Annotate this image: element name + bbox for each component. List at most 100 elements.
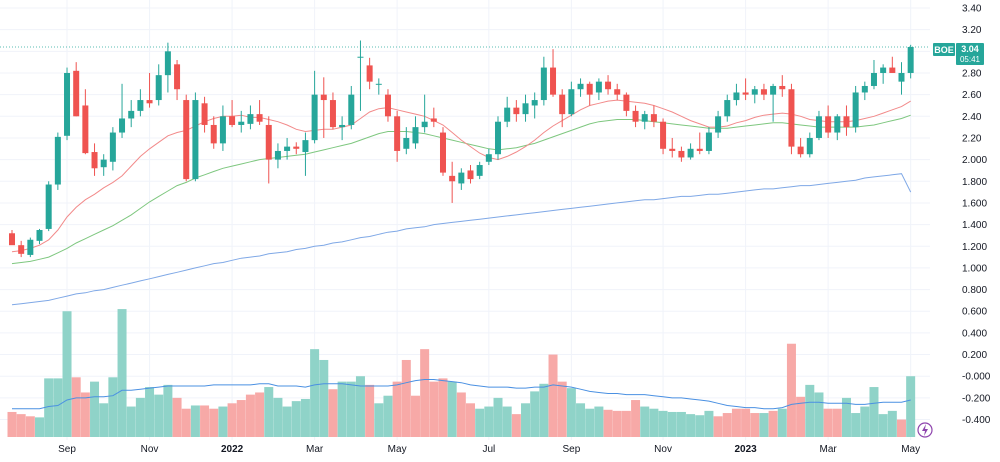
- candle-body: [550, 67, 557, 95]
- volume-bar: [548, 354, 558, 437]
- candle-body: [302, 140, 309, 153]
- x-tick-label: Sep: [562, 444, 580, 455]
- y-tick-label: -0.200: [962, 393, 991, 404]
- volume-bar: [337, 381, 347, 437]
- volume-bar: [355, 376, 365, 437]
- volume-bar: [456, 392, 466, 437]
- volume-bar: [310, 349, 320, 437]
- volume-bar: [640, 406, 650, 437]
- candle-body: [293, 146, 300, 149]
- candle-body: [357, 56, 364, 58]
- volume-bar: [686, 414, 696, 437]
- volume-bar: [649, 408, 659, 437]
- candle: [27, 237, 34, 258]
- y-tick-label: 0.400: [962, 328, 987, 339]
- candle: [678, 146, 685, 162]
- volume-bar: [420, 349, 430, 437]
- candle-body: [861, 85, 868, 93]
- moving-averages: [11, 99, 912, 410]
- candle-body: [495, 121, 502, 155]
- candle: [577, 78, 584, 97]
- candle-body: [247, 114, 254, 124]
- candle: [605, 75, 612, 95]
- candle: [907, 44, 914, 79]
- volume-bar: [374, 403, 384, 437]
- y-tick-label: 3.40: [962, 4, 982, 15]
- volume-bar: [502, 406, 512, 437]
- x-tick-label: May: [901, 444, 920, 455]
- y-tick-label: 0.600: [962, 307, 987, 318]
- candle: [559, 89, 566, 128]
- candle-body: [82, 105, 89, 154]
- volume-bar: [530, 391, 540, 437]
- candle-body: [155, 75, 162, 101]
- y-tick-label: 2.000: [962, 155, 987, 166]
- candle-body: [779, 85, 786, 90]
- candle: [109, 127, 116, 171]
- volume-bar: [438, 378, 448, 437]
- candle-body: [504, 107, 511, 122]
- candle: [174, 59, 181, 101]
- y-tick-label: 0.800: [962, 285, 987, 296]
- candle-body: [605, 81, 612, 90]
- candle-body: [522, 103, 529, 115]
- y-tick-label: 2.40: [962, 112, 982, 123]
- candle-body: [320, 94, 327, 101]
- candle-body: [678, 150, 685, 158]
- candle-body: [880, 67, 887, 73]
- volume-bar: [300, 398, 310, 437]
- candle: [550, 49, 557, 97]
- candle: [45, 181, 52, 232]
- candle-body: [284, 146, 291, 151]
- candle-body: [9, 233, 15, 246]
- candle: [329, 92, 336, 130]
- candle-body: [54, 136, 61, 185]
- ma-slow-line: [11, 173, 912, 306]
- candle-body: [540, 67, 547, 101]
- overlay: BOE 3.04 05:41: [0, 43, 984, 438]
- candle: [568, 81, 575, 117]
- candle: [293, 142, 300, 155]
- volume-bar: [869, 387, 879, 437]
- volume-bar: [851, 413, 861, 437]
- candle: [898, 62, 905, 95]
- volume-bar: [768, 410, 778, 437]
- candle: [430, 107, 437, 128]
- candle-body: [219, 116, 226, 144]
- candle-body: [27, 239, 34, 255]
- volume-bar: [227, 403, 237, 437]
- candle-body: [210, 124, 217, 144]
- candle-body: [815, 116, 822, 138]
- volume-bar: [291, 401, 301, 437]
- candle-body: [632, 110, 639, 122]
- candle-body: [439, 132, 446, 173]
- candle-body: [329, 100, 336, 128]
- volume-bar: [493, 397, 503, 437]
- y-tick-label: -0.400: [962, 415, 991, 426]
- y-tick-label: 1.600: [962, 198, 987, 209]
- candle-body: [852, 92, 859, 128]
- volume-bar: [832, 408, 842, 437]
- volume-bar: [200, 405, 210, 437]
- candle-body: [458, 172, 465, 184]
- volume-bar: [887, 410, 897, 437]
- volume-bar: [466, 403, 475, 437]
- candle-body: [229, 116, 236, 125]
- candle: [256, 100, 263, 125]
- lightning-icon[interactable]: [917, 422, 933, 438]
- candle-body: [339, 124, 346, 128]
- x-tick-label: Mar: [306, 444, 324, 455]
- volume-bar: [759, 413, 769, 437]
- volume-bar: [145, 387, 155, 437]
- candle: [623, 92, 630, 117]
- candle-body: [256, 114, 263, 122]
- candle: [155, 64, 162, 106]
- candle-body: [109, 132, 116, 162]
- x-tick-label: 2022: [221, 444, 244, 455]
- y-tick-label: 3.20: [962, 25, 982, 36]
- candle: [128, 100, 135, 128]
- volume-bar: [44, 378, 54, 437]
- volume-bar: [90, 381, 100, 437]
